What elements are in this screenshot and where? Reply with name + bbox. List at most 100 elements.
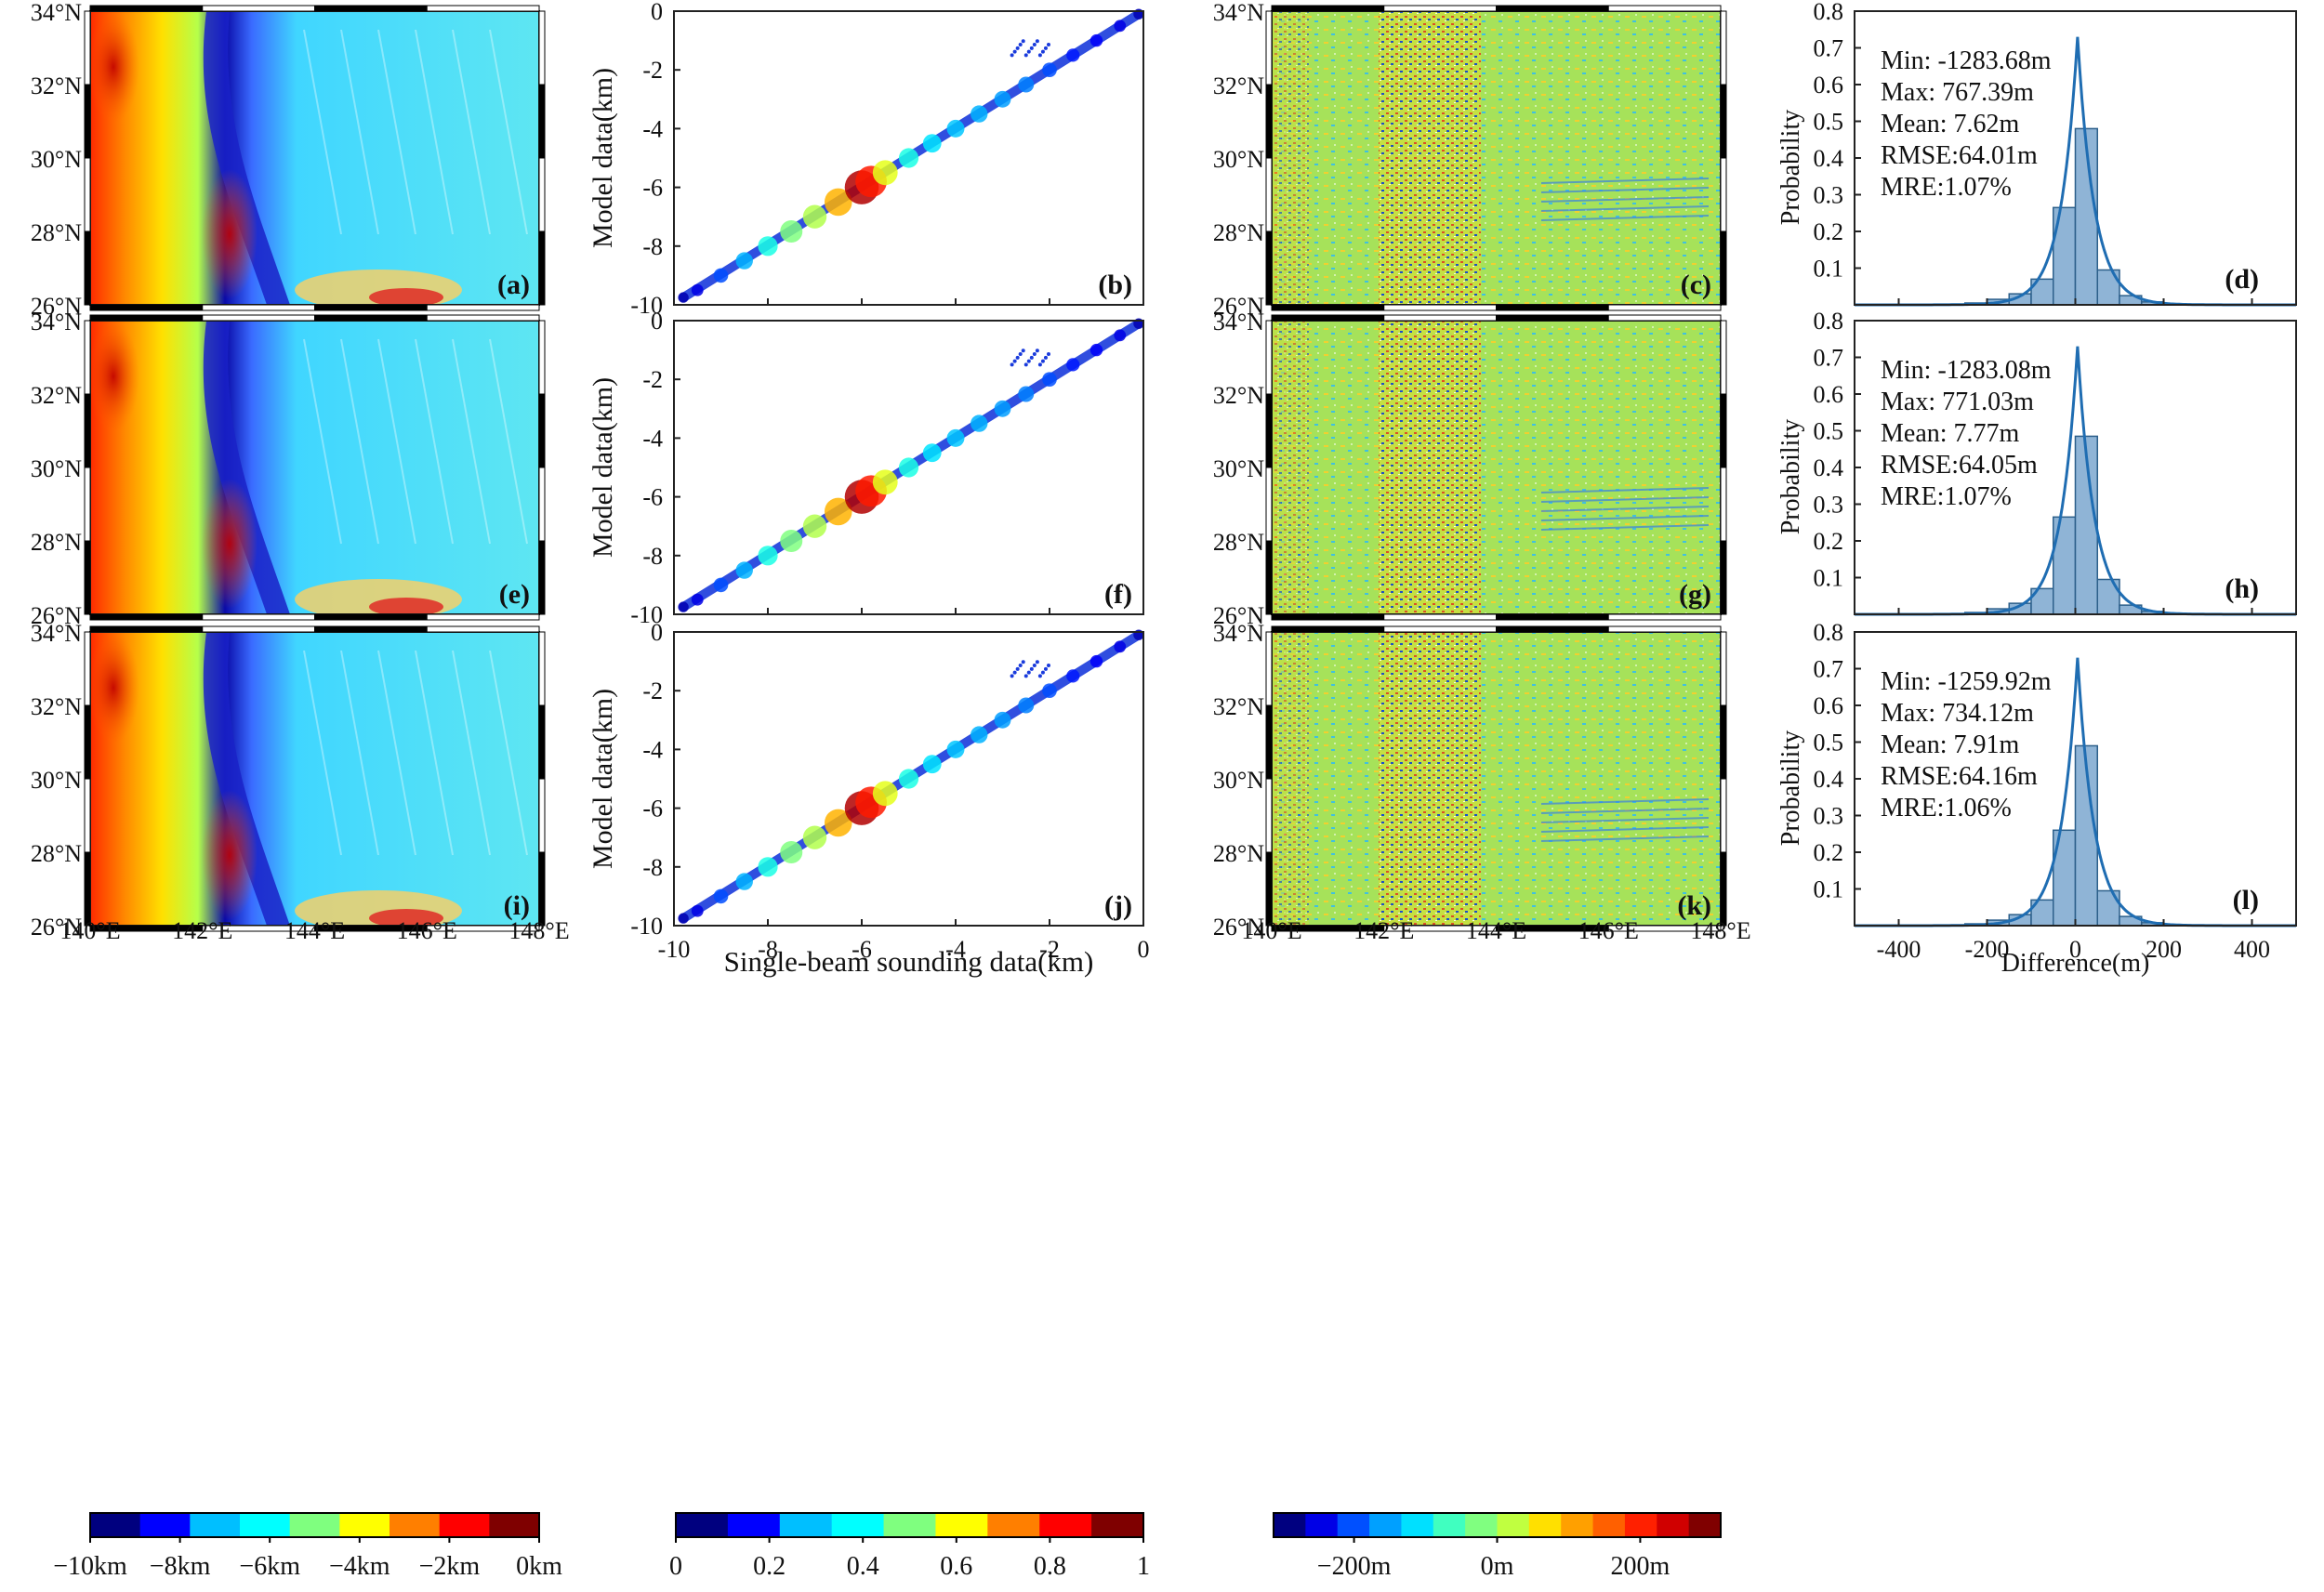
residual-tick-right [1720,10,1727,86]
map-tick-top [89,625,204,633]
histogram-ylabel: Probability [1776,730,1805,846]
histogram-ytick-label: 0.8 [1814,0,1844,25]
map-lat-label: 26°N [31,602,82,629]
stats-line: MRE:1.07% [1881,173,2012,202]
residual-tick-left [1265,393,1273,468]
histogram-bar [2096,269,2120,306]
histogram-ytick-label: 0.4 [1814,766,1844,793]
seafloor-fabric [452,650,491,856]
residual-lon-label: 140°E [1241,917,1301,944]
residual-colorbar-swatch [1369,1513,1402,1537]
map-lat-label: 26°N [31,914,82,941]
scatter-outlier [1018,43,1023,47]
scatter-point [922,443,942,463]
histogram-ytick-label: 0.1 [1814,256,1844,283]
scatter-point [780,530,803,552]
scatter-point [735,252,753,270]
scatter-outlier [1021,660,1025,664]
seafloor-fabric [489,29,528,235]
histogram-xtick-label: 200 [2146,936,2182,963]
map-tick-left [84,631,91,706]
scatter-xtick-label: -8 [758,936,778,963]
stats-line: Min: -1283.08m [1881,356,2052,385]
histogram-xtick-label: -400 [1877,936,1921,963]
residual-lat-label: 32°N [1213,382,1264,409]
seafloor-fabric [415,338,454,545]
histogram-ytick-label: 0.5 [1814,109,1844,136]
scatter-ytick-label: -2 [642,366,663,393]
residual-lat-label: 32°N [1213,693,1264,720]
map-lat-label: 32°N [31,693,82,720]
seafloor-fabric [377,29,416,235]
residual-tick-top [1496,625,1609,633]
map-tick-left [84,851,91,927]
scatter-point [922,755,942,774]
residual-tick-top [1271,5,1385,12]
map-tick-left [84,467,91,542]
residual-lat-label: 30°N [1213,146,1264,173]
histogram-ylabel: Probability [1776,419,1805,534]
scatter-point [994,400,1011,417]
map-lat-label: 30°N [31,455,82,482]
residual-tick-bottom [1607,304,1722,311]
scatter-point [824,188,852,217]
histogram-ytick-label: 0.1 [1814,876,1844,903]
residual-colorbar-swatch [1657,1513,1690,1537]
scatter-point [946,740,965,758]
scatter-outlier [1023,674,1028,678]
histogram-ytick-label: 0.6 [1814,692,1844,719]
residual-track [1540,835,1710,842]
map-tick-left [84,778,91,853]
residual-tick-bottom [1271,613,1385,621]
stats-line: MRE:1.06% [1881,794,2012,822]
residual-tick-top [1496,5,1609,12]
histogram-ytick-label: 0.6 [1814,72,1844,99]
scatter-point [678,913,689,924]
scatter-outlier [1029,46,1034,50]
scatter-outlier [1035,660,1039,664]
depth-colorbar-frame [89,1512,540,1538]
scatter-outlier [1012,49,1017,54]
residual-colorbar-swatch [1337,1513,1370,1537]
ridge-highlight [202,790,257,920]
scatter-point [1066,48,1080,62]
residual-tick-left [1265,704,1273,780]
density-colorbar-swatch [935,1513,988,1537]
map-tick-right [538,320,546,395]
residual-track [1540,215,1710,221]
histogram-panel: 0.1 0.2 0.3 0.4 0.5 0.6 0.7 0.8 Min: -1283.08m Ma… [1776,308,2297,616]
residual-tick-bottom [1383,304,1497,311]
seafloor-fabric [303,338,342,545]
stats-line: RMSE:64.05m [1881,451,2038,480]
residual-tick-left [1265,778,1273,853]
map-tick-top [314,5,428,12]
scatter-outlier [1040,670,1045,675]
map-shading [90,321,539,614]
seafloor-fabric [340,650,379,856]
ridge-highlight [202,169,257,299]
seafloor-fabric [340,29,379,235]
histogram-ytick-label: 0.2 [1814,528,1844,555]
scatter-outlier [1010,362,1014,367]
scatter-ytick-label: -8 [642,854,663,881]
scatter-outlier [1015,355,1020,360]
scatter-outlier [1043,355,1048,360]
residual-field [1272,632,1721,926]
histogram-ytick-label: 0.8 [1814,619,1844,646]
seafloor-fabric [340,338,379,545]
residual-tick-top [1383,625,1497,633]
scatter-xtick-label: -2 [1039,936,1060,963]
residual-tick-bottom [1271,304,1385,311]
histogram-ytick-label: 0.5 [1814,418,1844,445]
residual-tick-right [1720,778,1727,853]
stats-line: Mean: 7.91m [1881,730,2020,759]
scatter-outlier [1035,39,1039,44]
residual-tick-bottom [1607,925,1722,932]
histogram-ytick-label: 0.2 [1814,839,1844,866]
scatter-point [994,90,1011,108]
map-tick-bottom [202,613,315,621]
scatter-outlier [1021,349,1025,353]
stats-line: Max: 734.12m [1881,699,2034,728]
scatter-outlier [1015,666,1020,671]
scatter-point [946,428,965,447]
